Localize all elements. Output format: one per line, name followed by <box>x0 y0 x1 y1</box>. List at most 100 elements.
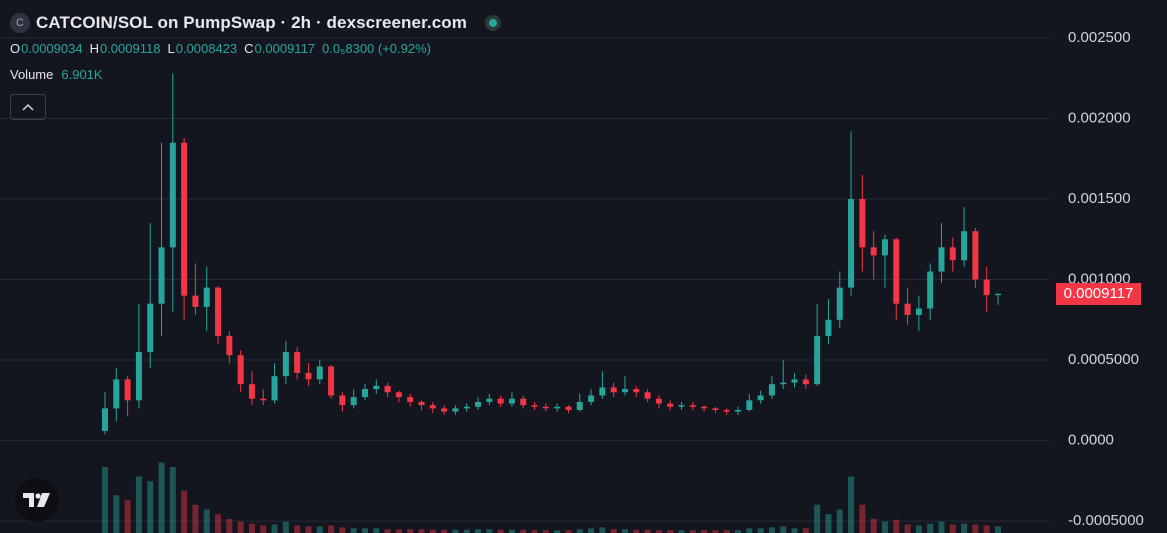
collapse-button[interactable] <box>10 94 46 120</box>
candle-body <box>124 379 131 401</box>
volume-bar <box>429 529 436 533</box>
candle-body <box>712 408 719 410</box>
change-value: 0.0₅8300 (+0.92%) <box>322 41 431 56</box>
volume-bar <box>836 509 843 533</box>
volume-bar <box>531 530 538 533</box>
candle-body <box>147 303 154 353</box>
candle-body <box>294 352 301 373</box>
candle-body <box>768 384 775 396</box>
candle-body <box>915 308 922 315</box>
candle-body <box>339 395 346 406</box>
candle-body <box>441 408 448 412</box>
tv-icon <box>23 493 50 507</box>
candle-body <box>565 406 572 410</box>
volume-bar <box>938 521 945 533</box>
volume-bar <box>339 527 346 533</box>
candle-body <box>983 279 990 296</box>
candle-body <box>904 303 911 315</box>
y-tick-label: 0.0005000 <box>1068 351 1139 368</box>
candle-body <box>237 355 244 385</box>
ohlc-key: C <box>244 41 254 56</box>
candle-body <box>655 398 662 404</box>
legend-header: C CATCOIN/SOL on PumpSwap · 2h · dexscre… <box>10 10 501 120</box>
volume-bar <box>452 529 459 533</box>
last-price-tag: 0.0009117 <box>1056 282 1141 305</box>
candle-body <box>678 405 685 407</box>
candle-body <box>113 379 120 409</box>
y-tick-label: 0.002500 <box>1068 29 1131 46</box>
candle-body <box>610 387 617 393</box>
candle-body <box>475 401 482 407</box>
volume-label: Volume <box>10 67 54 82</box>
volume-bar <box>418 529 425 533</box>
candle-body <box>226 335 233 356</box>
candle-body <box>995 293 1001 296</box>
candle-body <box>757 395 764 401</box>
volume-bar <box>825 514 832 533</box>
volume-bar <box>757 528 764 533</box>
volume-bar <box>102 467 108 533</box>
candle-body <box>508 398 515 404</box>
volume-bar <box>508 529 515 533</box>
candle-body <box>701 406 708 409</box>
candle-body <box>384 385 391 393</box>
volume-bar <box>768 527 775 533</box>
volume-bar <box>441 529 448 533</box>
volume-bar <box>237 521 244 533</box>
volume-bar <box>621 529 628 533</box>
candle-body <box>463 406 470 409</box>
volume-bar <box>271 524 278 533</box>
caret-icon <box>22 103 34 111</box>
volume-bar <box>384 529 391 533</box>
volume-bar <box>361 528 368 533</box>
volume-bar <box>282 521 289 533</box>
candle-body <box>848 199 855 288</box>
volume-bar <box>113 495 120 533</box>
tradingview-logo[interactable] <box>15 478 59 522</box>
volume-bar <box>848 476 855 533</box>
volume-bar <box>746 528 753 533</box>
candle-body <box>531 405 538 407</box>
candle-body <box>735 409 742 412</box>
candle-body <box>305 372 312 380</box>
ohlc-row: O 0.0009034 H 0.0009118 L 0.0008423 C 0.0009117… <box>10 36 501 62</box>
volume-bar <box>893 519 900 533</box>
candle-body <box>542 406 549 409</box>
candle-body <box>825 319 832 336</box>
volume-bar <box>644 529 651 533</box>
candle-body <box>599 387 606 396</box>
volume-bar <box>780 526 787 533</box>
candle-body <box>576 401 583 410</box>
volume-bar <box>599 527 606 533</box>
volume-bar <box>181 490 188 533</box>
candle-body <box>271 376 278 401</box>
volume-bar <box>802 528 809 533</box>
volume-bar <box>881 521 888 533</box>
volume-bar <box>678 530 685 533</box>
candle-body <box>203 287 210 307</box>
candle-body <box>350 397 357 406</box>
volume-bar <box>192 504 199 533</box>
candle-body <box>135 352 142 401</box>
title-row: C CATCOIN/SOL on PumpSwap · 2h · dexscre… <box>10 10 501 36</box>
volume-bar <box>226 518 233 533</box>
volume-bar <box>723 530 730 533</box>
volume-value: 6.901K <box>61 67 103 82</box>
candle-body <box>836 287 843 320</box>
candle-body <box>949 247 956 261</box>
y-tick-label: 0.001500 <box>1068 190 1131 207</box>
candle-body <box>158 247 165 304</box>
y-tick-label: -0.0005000 <box>1068 512 1144 529</box>
candle-body <box>644 392 651 399</box>
volume-bar <box>497 529 504 533</box>
volume-bar <box>305 526 312 533</box>
volume-bar <box>565 530 572 533</box>
volume-bar <box>294 525 301 533</box>
candle-body <box>814 335 821 385</box>
candle-body <box>746 400 753 410</box>
volume-bar <box>712 530 719 533</box>
volume-bar <box>124 500 131 533</box>
volume-bar <box>554 530 561 533</box>
